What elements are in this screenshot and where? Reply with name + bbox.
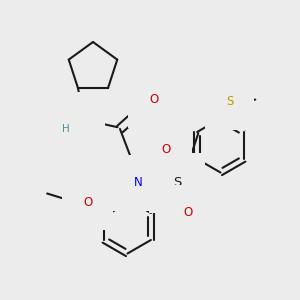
Text: O: O — [183, 206, 192, 219]
Text: H: H — [62, 124, 70, 134]
Text: S: S — [226, 95, 233, 109]
Text: N: N — [75, 113, 84, 127]
Text: O: O — [83, 196, 92, 209]
Text: O: O — [149, 93, 158, 106]
Text: S: S — [173, 176, 181, 190]
Text: N: N — [134, 176, 142, 190]
Text: O: O — [162, 142, 171, 156]
